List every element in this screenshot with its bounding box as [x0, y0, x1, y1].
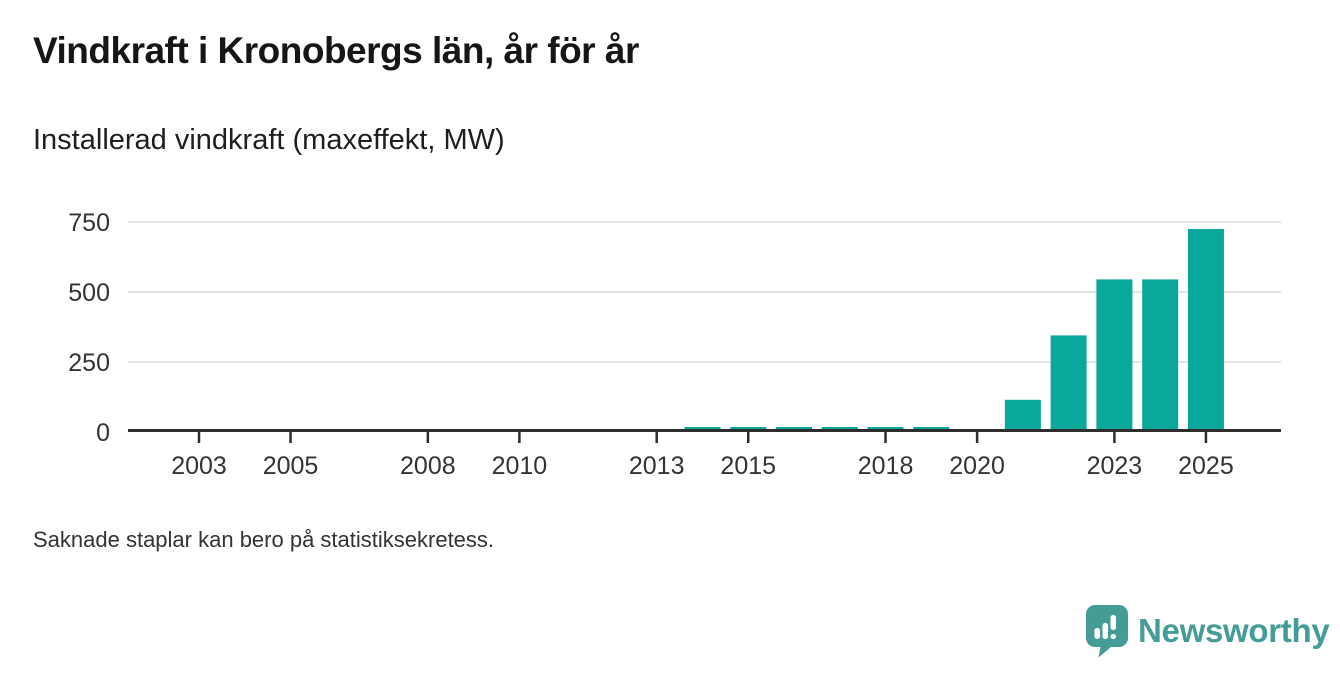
x-tick-label-2025: 2025 [1178, 452, 1234, 480]
bar-2022 [1050, 335, 1087, 432]
x-tick-label-2023: 2023 [1087, 452, 1143, 480]
x-tick-label-2018: 2018 [858, 452, 914, 480]
bar-2023 [1096, 279, 1133, 432]
chart-subtitle: Installerad vindkraft (maxeffekt, MW) [33, 124, 505, 156]
bar-2021 [1004, 399, 1041, 432]
y-tick-label-500: 500 [68, 279, 110, 307]
bar-chart-canvas: 2003 2005 2008 2010 2013 2015 2018 2020 2023 2025… [68, 209, 1281, 480]
x-tick-label-2003: 2003 [171, 452, 227, 480]
y-tick-label-250: 250 [68, 349, 110, 377]
page-title: Vindkraft i Kronobergs län, år för år [33, 30, 639, 71]
y-tick-label-750: 750 [68, 209, 110, 237]
x-tick-label-2015: 2015 [720, 452, 776, 480]
newsworthy-speech-bubble-bar-chart-icon [1086, 605, 1128, 658]
footnote: Saknade staplar kan bero på statistiksek… [33, 527, 495, 552]
x-tick-label-2013: 2013 [629, 452, 685, 480]
newsworthy-wordmark: Newsworthy [1138, 612, 1330, 649]
x-tick-label-2020: 2020 [949, 452, 1005, 480]
x-tick-label-2010: 2010 [492, 452, 548, 480]
x-tick-label-2008: 2008 [400, 452, 456, 480]
bar-2024 [1142, 279, 1179, 432]
y-tick-label-0: 0 [96, 419, 110, 447]
newsworthy-logo: Newsworthy [1085, 604, 1330, 658]
x-tick-label-2005: 2005 [263, 452, 319, 480]
bar-2025 [1187, 229, 1224, 432]
